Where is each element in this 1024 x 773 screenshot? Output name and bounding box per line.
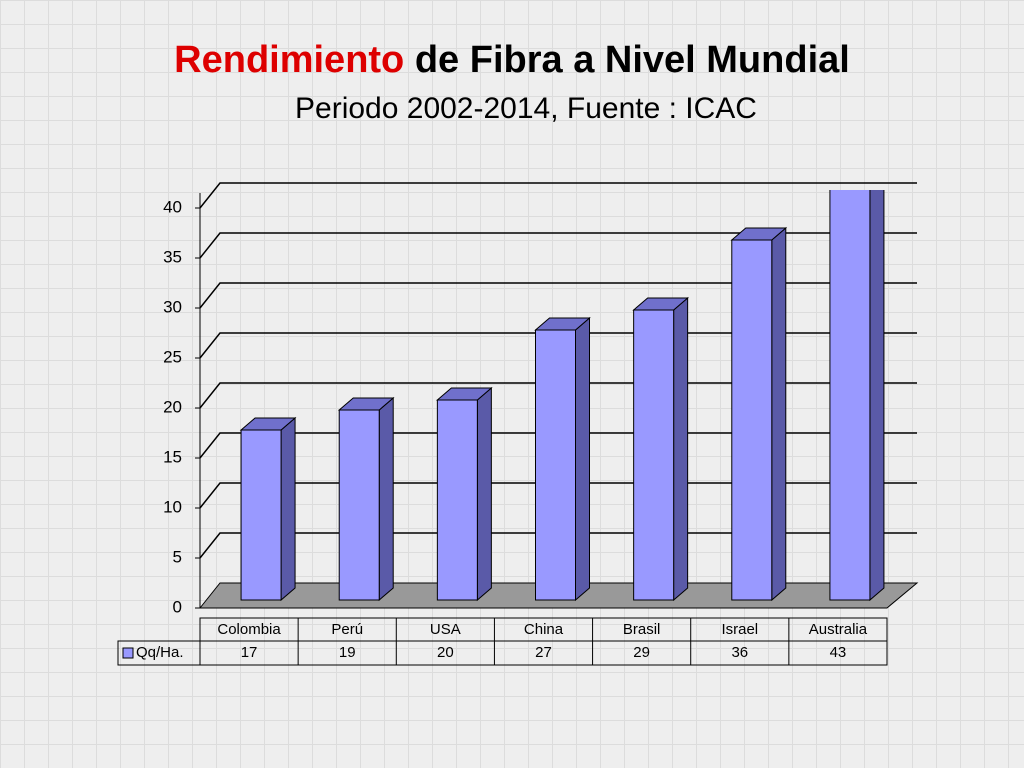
bar-side [869, 190, 885, 602]
bar [240, 429, 282, 601]
x-tick-label: China [524, 621, 564, 638]
bars [239, 190, 885, 602]
y-tick-label: 30 [163, 297, 182, 316]
y-tick-label: 40 [163, 197, 182, 216]
bar [338, 409, 380, 601]
x-tick-label: USA [430, 621, 461, 638]
grid-line [199, 232, 917, 259]
title-highlight: Rendimiento [174, 39, 404, 81]
title-rest: de Fibra a Nivel Mundial [415, 39, 850, 81]
x-tick-label: Brasil [623, 621, 661, 638]
plot-area: 0 5 10 15 20 25 30 35 40 Qq/Ha. Colombia 17 Perú 19 US… [117, 182, 919, 666]
chart-title: Rendimiento de Fibra a Nivel Mundial [174, 39, 850, 81]
bar [436, 399, 478, 601]
bar-side [771, 226, 787, 602]
bar-side [476, 386, 492, 602]
table-value: 17 [241, 644, 258, 661]
y-tick-label: 15 [163, 447, 182, 466]
table-value: 43 [830, 644, 847, 661]
bar [829, 190, 871, 601]
bar-side [575, 316, 590, 602]
bar-side [673, 296, 689, 602]
table-value: 29 [633, 644, 650, 661]
chart-subtitle: Periodo 2002-2014, Fuente : ICAC [295, 92, 757, 125]
legend-label: Qq/Ha. [136, 644, 184, 661]
table-value: 27 [535, 644, 552, 661]
table-legend-cell [117, 640, 201, 666]
y-tick-label: 35 [163, 247, 182, 266]
bar-side [378, 396, 394, 602]
table-value: 36 [731, 644, 748, 661]
x-tick-label: Colombia [217, 621, 281, 638]
y-tick-label: 25 [163, 347, 182, 366]
table-value: 20 [437, 644, 454, 661]
x-tick-label: Perú [331, 621, 363, 638]
table-value: 19 [339, 644, 356, 661]
bar [731, 239, 773, 601]
grid-line [199, 182, 917, 209]
x-tick-label: Australia [809, 621, 868, 638]
bar [535, 329, 576, 601]
x-tick-label: Israel [721, 621, 758, 638]
legend-swatch [122, 647, 134, 659]
y-tick-label: 20 [163, 397, 182, 416]
y-tick-label: 0 [173, 597, 182, 616]
grid-line [199, 282, 917, 309]
bar [633, 309, 675, 601]
y-tick-label: 5 [173, 547, 182, 566]
bar-side [280, 416, 296, 602]
y-tick-label: 10 [163, 497, 182, 516]
